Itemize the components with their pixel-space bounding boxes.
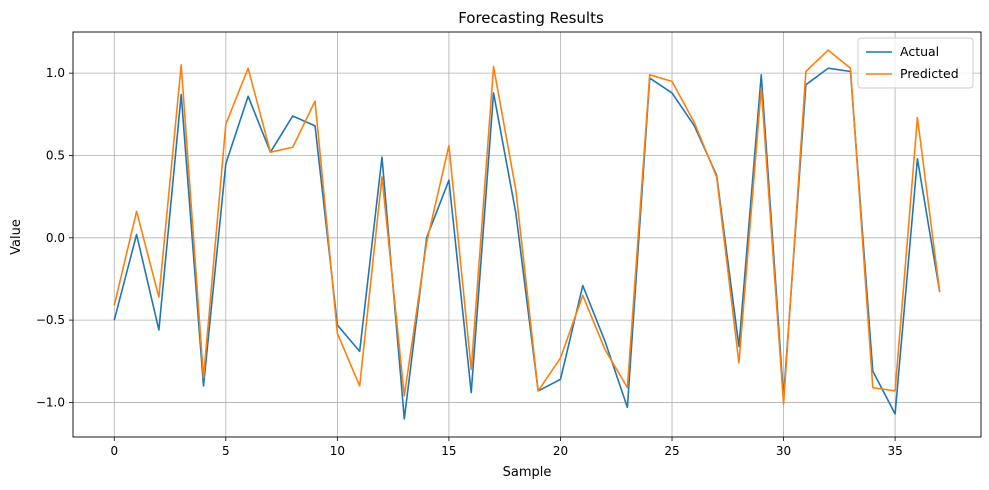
plot-frame <box>72 31 982 438</box>
x-axis-label: Sample <box>503 465 552 480</box>
legend-box <box>857 37 974 89</box>
y-tick-label: 1.0 <box>46 66 65 80</box>
series-line-predicted <box>113 49 941 405</box>
ticks: 0 5 10 15 20 25 30 35 −1.0 −0.5 0.0 0.5 1.0 <box>36 66 903 458</box>
x-tick-label: 0 <box>110 444 118 458</box>
series-layer <box>113 49 941 420</box>
y-tick-label: 0.0 <box>46 231 65 245</box>
x-tick-label: 30 <box>776 444 791 458</box>
x-tick-label: 35 <box>887 444 902 458</box>
x-tick-label: 5 <box>222 444 230 458</box>
x-tick-label: 25 <box>664 444 679 458</box>
y-tick-label: 0.5 <box>46 148 65 162</box>
legend: Actual Predicted <box>857 37 974 89</box>
legend-label-predicted: Predicted <box>900 66 959 81</box>
series-predicted <box>113 49 941 405</box>
grid <box>73 32 981 437</box>
legend-label-actual: Actual <box>900 44 939 59</box>
chart-title: Forecasting Results <box>458 9 604 27</box>
x-tick-label: 20 <box>553 444 568 458</box>
y-tick-label: −1.0 <box>36 395 65 409</box>
x-tick-label: 15 <box>441 444 456 458</box>
y-tick-label: −0.5 <box>36 313 65 327</box>
x-tick-label: 10 <box>330 444 345 458</box>
y-axis-label: Value <box>9 219 24 255</box>
